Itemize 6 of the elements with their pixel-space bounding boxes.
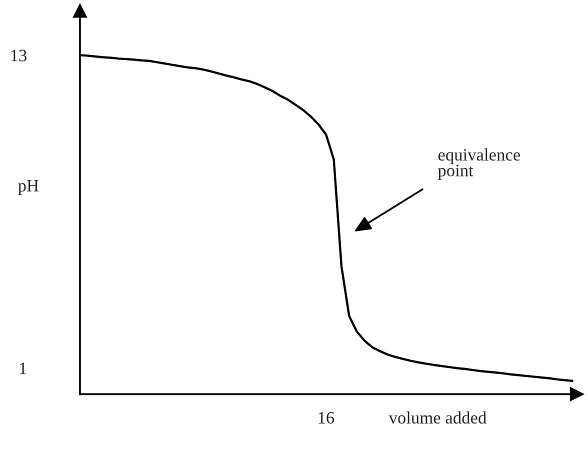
annotation: equivalence point xyxy=(438,148,520,180)
x-axis-title: volume added xyxy=(388,411,486,424)
y-tick-label: 1 xyxy=(20,362,26,374)
text: 16 xyxy=(318,412,334,424)
y-tick-label: 13 xyxy=(11,50,27,62)
y-axis-title: pH xyxy=(18,180,39,196)
